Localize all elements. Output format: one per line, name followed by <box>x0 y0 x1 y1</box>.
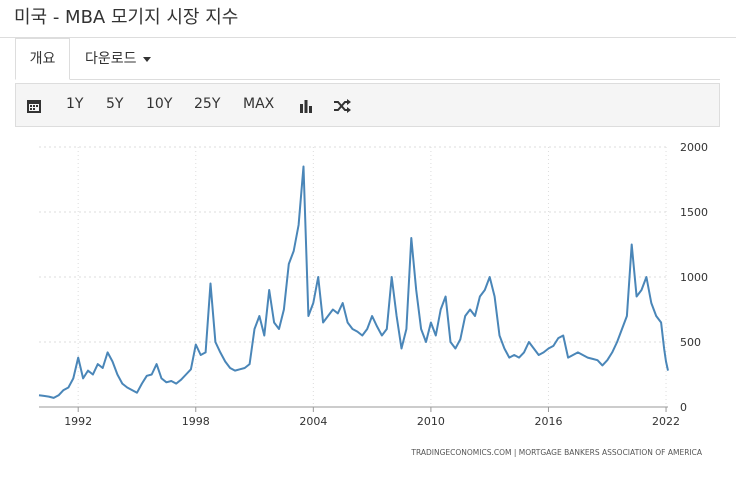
x-tick-label: 2004 <box>299 415 327 428</box>
range-button[interactable]: 1Y <box>66 96 84 112</box>
data-line <box>38 165 669 399</box>
toolbar: 1Y 5Y 10Y 25Y MAX <box>15 83 720 127</box>
tab-download[interactable]: 다운로드 <box>85 48 151 68</box>
source-label: TRADINGECONOMICS.COM | MORTGAGE BANKERS … <box>410 448 703 457</box>
shuffle-icon[interactable] <box>333 98 351 114</box>
bar-icon[interactable] <box>298 98 314 114</box>
y-tick-label: 2000 <box>680 141 708 154</box>
tab-overview[interactable]: 개요 <box>15 38 70 80</box>
range-button[interactable]: MAX <box>243 96 275 112</box>
x-tick-label: 2022 <box>652 415 680 428</box>
x-tick-label: 2016 <box>534 415 562 428</box>
y-tick-label: 500 <box>680 336 701 349</box>
tab-download-label: 다운로드 <box>85 51 137 67</box>
range-button[interactable]: 25Y <box>194 96 221 112</box>
caret <box>142 56 151 62</box>
page-title: 미국 - MBA 모기지 시장 지수 <box>14 7 239 28</box>
y-tick-label: 0 <box>680 401 687 414</box>
calendar-icon[interactable] <box>26 98 42 114</box>
range-button[interactable]: 10Y <box>146 96 173 112</box>
x-tick-label: 1992 <box>64 415 92 428</box>
y-tick-label: 1500 <box>680 206 708 219</box>
tab-line <box>15 79 720 80</box>
divider <box>0 37 736 38</box>
range-button[interactable]: 5Y <box>106 96 124 112</box>
x-tick-label: 2010 <box>417 415 445 428</box>
x-tick-label: 1998 <box>182 415 210 428</box>
y-tick-label: 1000 <box>680 271 708 284</box>
